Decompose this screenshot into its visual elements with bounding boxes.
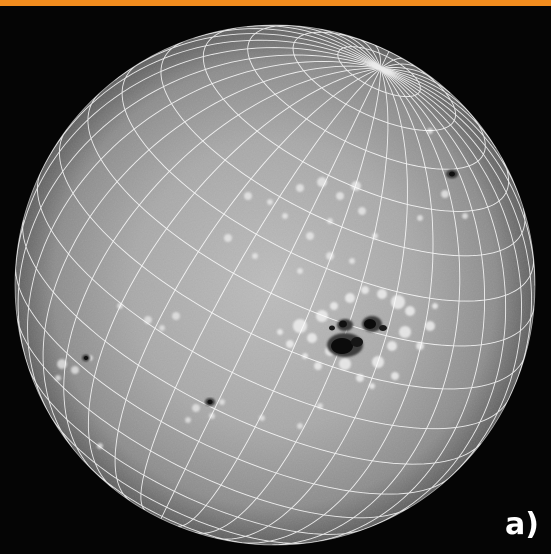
grid-line (373, 44, 382, 69)
grid-line (338, 32, 382, 69)
grid-line (310, 67, 486, 544)
panel-label: a) (505, 507, 539, 542)
grid-line (194, 68, 389, 534)
grid-line (380, 67, 475, 119)
south-west-spot (205, 398, 215, 406)
grid-line (357, 38, 382, 69)
grid-line (318, 28, 382, 69)
grid-line (272, 67, 461, 545)
grid-line (40, 39, 381, 172)
grid-line (114, 33, 381, 81)
west-limb-spot (82, 354, 90, 362)
grid-line (380, 67, 435, 80)
grid-line (236, 68, 434, 544)
solar-disk-image (14, 24, 536, 546)
grid-line (380, 67, 451, 94)
grid-line (87, 67, 381, 489)
grid-line (380, 51, 390, 69)
solar-limb (14, 24, 536, 546)
west-plage (55, 303, 180, 381)
grid-line (380, 67, 535, 286)
grid-line (380, 67, 532, 400)
grid-line (160, 68, 382, 519)
grid-line (15, 47, 381, 277)
grid-line (380, 67, 497, 149)
north-east-spot (446, 169, 458, 179)
grid-line (380, 57, 405, 69)
grid-line (380, 67, 522, 485)
grid-line (193, 28, 381, 69)
grid-line (380, 63, 419, 69)
grid-line (380, 67, 521, 198)
limb-small-spot (63, 450, 69, 454)
grid-line (214, 68, 408, 540)
grid-line (114, 67, 381, 501)
grid-line (27, 61, 381, 416)
large-central-group (327, 316, 387, 357)
orange-accent-bar (0, 0, 551, 6)
grid-line (42, 65, 381, 448)
grid-line (140, 67, 381, 511)
grid-line (246, 25, 381, 69)
grid-line (363, 67, 507, 530)
grid-line (284, 25, 381, 69)
grid-line (63, 67, 381, 474)
heliographic-grid (15, 25, 535, 545)
grid-line (177, 68, 382, 527)
grid-line (17, 54, 381, 366)
